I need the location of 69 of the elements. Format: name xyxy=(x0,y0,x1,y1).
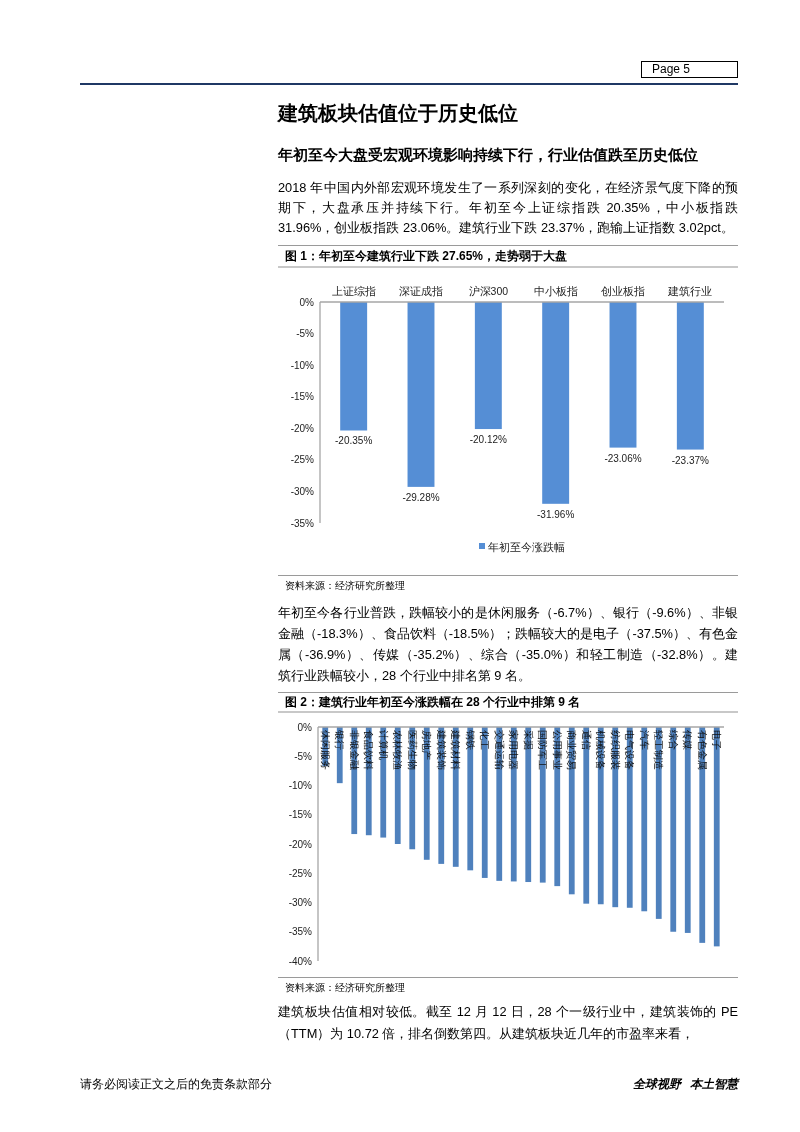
y-tick-label: -15% xyxy=(290,391,315,403)
x-tick-label: 公用事业 xyxy=(551,730,563,770)
x-tick-label: 建筑行业 xyxy=(667,285,713,297)
x-tick-label: 食品饮料 xyxy=(363,730,375,770)
x-tick-label: 机械设备 xyxy=(595,730,607,770)
data-label: -20.35% xyxy=(335,435,373,447)
text: 全球视野 本土智慧 xyxy=(632,1076,738,1093)
x-tick-label: 汽车 xyxy=(638,730,650,750)
y-tick-label: 0% xyxy=(297,721,313,733)
data-label: -20.12% xyxy=(469,434,508,446)
text: 年初至今大盘受宏观环境影响持续下行，行业估值跌至历史低位 xyxy=(278,146,698,165)
chart-title: 图 2：建筑行业年初至今涨跌幅在 28 个行业中排第 9 名 xyxy=(278,692,738,713)
y-tick-label: -25% xyxy=(288,867,313,879)
x-tick-label: 深证成指 xyxy=(399,285,443,297)
chart-title: 图 1：年初至今建筑行业下跌 27.65%，走势弱于大盘 xyxy=(278,245,738,268)
text: 资料来源：经济研究所整理 xyxy=(278,977,738,995)
x-tick-label: 建筑材料 xyxy=(450,729,462,770)
x-tick-label: 传媒 xyxy=(682,730,694,750)
y-tick-label: -15% xyxy=(288,809,313,821)
y-tick-label: -35% xyxy=(288,926,313,938)
y-tick-label: -25% xyxy=(290,454,315,466)
y-tick-label: -10% xyxy=(290,359,315,371)
legend: 年初至今涨跌幅 xyxy=(479,541,565,553)
text: 年初至今各行业普跌，跌幅较小的是休闲服务（-6.7%）、银行（-9.6%）、非银金融（-18.3%）、食品饮料（-18.5%）；跌幅较大的是电子（-37.5%）、有色金属（-36.9%）、传媒（-35.2%）、综合（-35.0%）和轻工制造（-32.8%）。建筑行业跌幅较小，28 个行业中排名第 9 名。 xyxy=(278,604,738,685)
text: 建筑板块估值位于历史低位 xyxy=(278,101,518,126)
x-tick-label: 综合 xyxy=(667,730,679,750)
x-tick-label: 医药生物 xyxy=(406,730,418,770)
data-label: -23.37% xyxy=(671,454,710,466)
x-tick-label: 非银金融 xyxy=(348,730,360,770)
x-tick-label: 房地产 xyxy=(421,730,433,760)
data-label: -23.06% xyxy=(604,452,642,464)
y-tick-label: -30% xyxy=(290,485,315,497)
x-tick-label: 国防军工 xyxy=(537,730,549,770)
y-tick-label: -5% xyxy=(294,750,313,762)
y-tick-label: -5% xyxy=(296,328,315,340)
y-tick-label: 0% xyxy=(299,296,315,308)
x-tick-label: 化工 xyxy=(479,730,491,750)
x-tick-label: 上证综指 xyxy=(331,285,376,297)
y-tick-label: -35% xyxy=(290,517,315,529)
x-tick-label: 钢铁 xyxy=(464,729,476,750)
x-tick-label: 电子 xyxy=(711,730,723,750)
data-label: -31.96% xyxy=(537,508,575,520)
x-tick-label: 商业贸易 xyxy=(566,730,578,770)
x-tick-label: 计算机 xyxy=(377,730,389,760)
x-tick-label: 沪深300 xyxy=(468,285,509,297)
y-tick-label: -20% xyxy=(288,838,313,850)
x-tick-label: 农林牧渔 xyxy=(392,730,404,770)
y-tick-label: -20% xyxy=(290,422,315,434)
text: Page 5 xyxy=(641,61,738,78)
x-tick-label: 纺织服装 xyxy=(609,730,621,770)
x-tick-label: 采掘 xyxy=(522,730,534,750)
x-tick-label: 通信 xyxy=(580,730,592,750)
x-tick-label: 家用电器 xyxy=(508,730,520,770)
x-tick-label: 中小板指 xyxy=(533,285,578,297)
x-tick-label: 建筑装饰 xyxy=(435,729,447,770)
text: 资料来源：经济研究所整理 xyxy=(278,575,738,593)
text: 建筑板块估值相对较低。截至 12 月 12 日，28 个一级行业中，建筑装饰的 PE（TTM）为 10.72 倍，排名倒数第四。从建筑板块近几年的市盈率来看， xyxy=(278,1003,738,1043)
y-tick-label: -40% xyxy=(288,955,313,967)
x-tick-label: 有色金属 xyxy=(696,730,708,770)
x-tick-label: 轻工制造 xyxy=(653,730,665,770)
x-tick-label: 电气设备 xyxy=(624,730,636,770)
x-tick-label: 交通运输 xyxy=(493,730,505,770)
text: 请务必阅读正文之后的免责条款部分 xyxy=(80,1076,272,1093)
x-tick-label: 创业板指 xyxy=(601,285,645,297)
y-tick-label: -10% xyxy=(288,780,313,791)
text: 2018 年中国内外部宏观环境发生了一系列深刻的变化，在经济景气度下降的预期下，大盘承压并持续下行。年初至今上证综指跌 20.35%，中小板指跌 31.96%，创业板指跌 23.06%。建筑行业下跌 23.37%，跑输上证指数 3.02pct。 xyxy=(278,179,738,237)
y-tick-label: -30% xyxy=(288,897,313,908)
data-label: -29.28% xyxy=(402,491,440,503)
x-tick-label: 银行 xyxy=(334,729,346,750)
